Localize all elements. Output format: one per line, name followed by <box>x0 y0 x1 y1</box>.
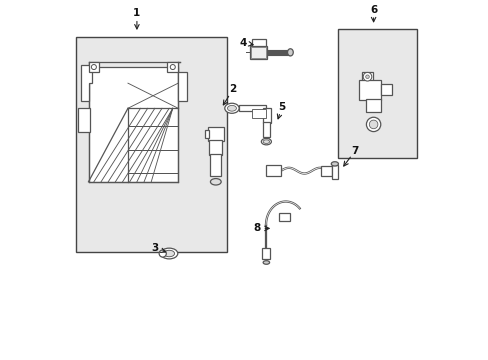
Ellipse shape <box>163 250 174 257</box>
Bar <box>210 154 221 176</box>
Ellipse shape <box>330 162 338 166</box>
Circle shape <box>363 72 371 81</box>
Text: 5: 5 <box>278 102 285 112</box>
Bar <box>209 140 222 155</box>
Bar <box>251 39 265 45</box>
Bar <box>167 62 178 72</box>
Text: 3: 3 <box>151 243 159 253</box>
Bar <box>204 130 209 138</box>
Text: 7: 7 <box>351 145 358 156</box>
Text: 6: 6 <box>369 5 376 15</box>
Text: 4: 4 <box>239 38 246 48</box>
Bar <box>359 80 380 100</box>
Bar <box>365 99 380 112</box>
Bar <box>337 30 416 158</box>
Text: 1: 1 <box>133 8 140 18</box>
Ellipse shape <box>287 49 293 56</box>
Bar <box>263 108 270 123</box>
Ellipse shape <box>263 261 269 264</box>
Ellipse shape <box>210 179 221 185</box>
Polygon shape <box>81 65 92 101</box>
Bar <box>76 37 226 252</box>
Bar <box>78 108 90 132</box>
Ellipse shape <box>160 248 178 259</box>
Bar <box>250 47 266 58</box>
Circle shape <box>170 64 175 69</box>
Bar <box>380 84 391 95</box>
Bar <box>239 105 265 111</box>
Polygon shape <box>178 72 187 101</box>
Circle shape <box>91 64 96 69</box>
Bar <box>278 213 289 221</box>
Bar <box>362 72 372 81</box>
Bar <box>265 165 281 176</box>
Bar <box>320 166 331 176</box>
Circle shape <box>159 250 166 257</box>
Bar <box>88 62 99 72</box>
Ellipse shape <box>263 140 269 143</box>
Text: 8: 8 <box>253 224 260 233</box>
Bar <box>207 127 223 140</box>
Circle shape <box>366 117 380 132</box>
Circle shape <box>368 120 377 129</box>
Bar <box>263 122 269 137</box>
Circle shape <box>365 75 368 78</box>
Bar <box>88 67 178 182</box>
Ellipse shape <box>224 103 239 113</box>
Bar <box>331 165 337 179</box>
Ellipse shape <box>227 105 236 111</box>
Bar <box>249 45 266 59</box>
Bar <box>251 109 265 118</box>
Bar <box>262 248 270 259</box>
Text: 2: 2 <box>229 84 236 94</box>
Ellipse shape <box>261 138 271 145</box>
